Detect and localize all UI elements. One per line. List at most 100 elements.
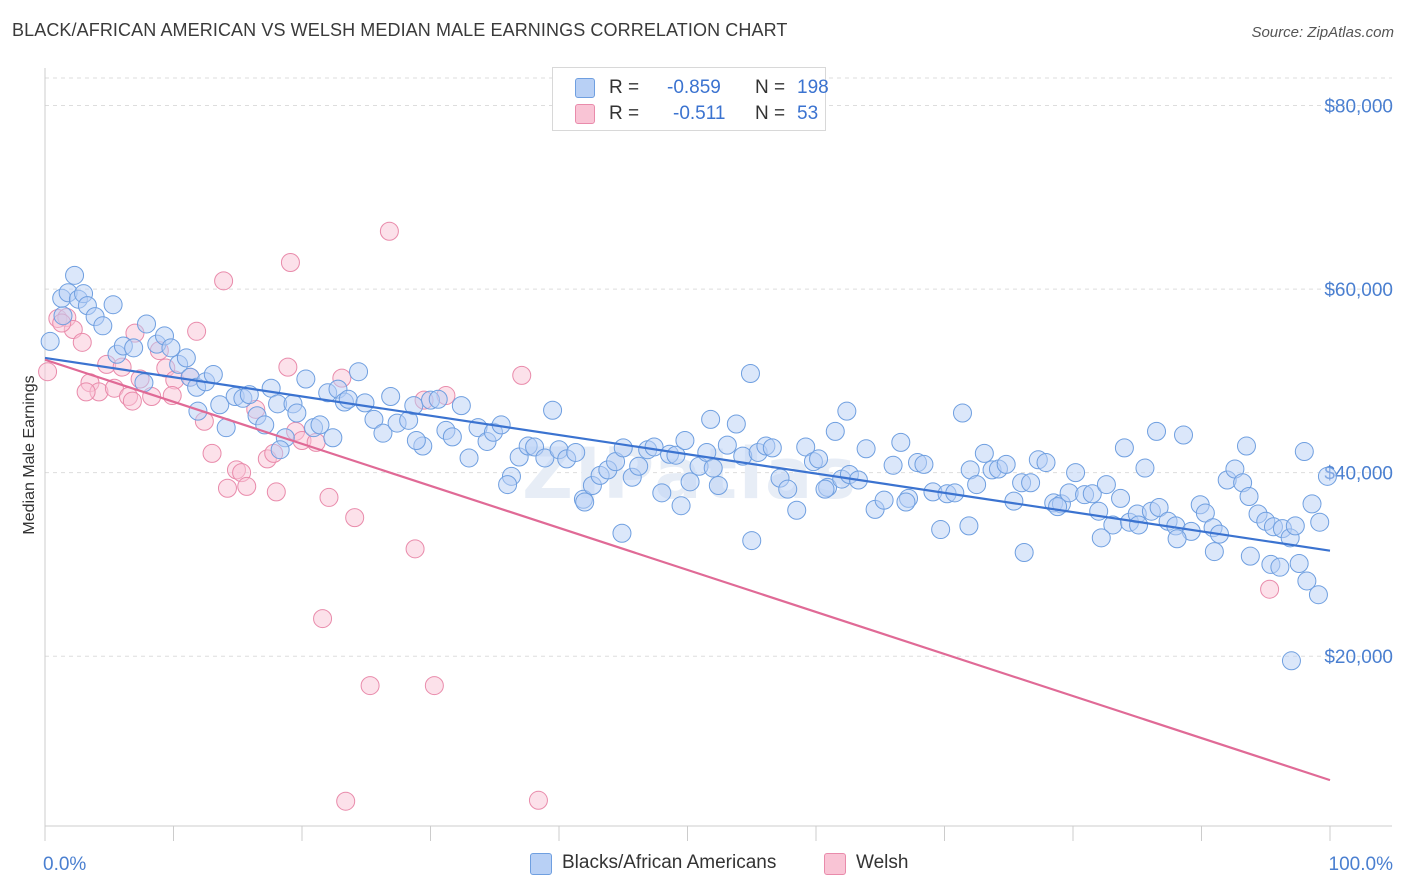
y-tick-label: $80,000 [1324, 97, 1393, 118]
bottom-swatch-black [530, 853, 552, 875]
black-point [1317, 466, 1337, 486]
welsh-point [405, 539, 425, 559]
welsh-point [278, 357, 298, 377]
trend-line-welsh [44, 358, 1331, 782]
bottom-swatch-welsh [824, 853, 846, 875]
black-point [373, 423, 393, 443]
chart-title: BLACK/AFRICAN AMERICAN VS WELSH MEDIAN M… [12, 20, 788, 40]
legend-r-label: R = [609, 77, 640, 98]
black-point [103, 295, 123, 315]
black-point [874, 490, 894, 510]
black-point [535, 448, 555, 468]
gridlines [45, 77, 1392, 657]
y-tick-label: $60,000 [1324, 280, 1393, 301]
bottom-legend-label: Blacks/African Americans [562, 852, 777, 873]
welsh-point [217, 478, 237, 498]
black-point [210, 395, 230, 415]
welsh-point [214, 271, 234, 291]
trend-lines [44, 356, 1331, 782]
black-point [1135, 458, 1155, 478]
welsh-point [1260, 579, 1280, 599]
black-point [613, 438, 633, 458]
welsh-point [122, 391, 142, 411]
black-point [891, 432, 911, 452]
black-point [349, 362, 369, 382]
legend-r-label: R = [609, 103, 640, 124]
black-point [762, 438, 782, 458]
black-point [1129, 515, 1149, 535]
x-tick-label-max: 100.0% [1329, 854, 1394, 875]
welsh-point [76, 382, 96, 402]
black-point [287, 403, 307, 423]
legend-n-label: N = [755, 77, 786, 98]
black-point [498, 475, 518, 495]
black-point [914, 454, 934, 474]
black-point [931, 520, 951, 540]
welsh-point [237, 476, 257, 496]
y-tick-labels: $20,000 $40,000 $60,000 $80,000 [1324, 97, 1393, 669]
black-point [1310, 512, 1330, 532]
welsh-point [424, 676, 444, 696]
black-point [1082, 484, 1102, 504]
legend-r-value: -0.511 [673, 103, 726, 124]
black-point [310, 415, 330, 435]
black-point [717, 435, 737, 455]
black-point [1096, 475, 1116, 495]
black-point [742, 531, 762, 551]
black-point [680, 472, 700, 492]
black-point [778, 479, 798, 499]
black-point [675, 431, 695, 451]
y-axis-title: Median Male Earnings [21, 375, 38, 534]
source-label: Source: ZipAtlas.com [1251, 24, 1394, 41]
black-point [701, 409, 721, 429]
black-point [323, 428, 343, 448]
black-point [825, 421, 845, 441]
y-tick-label: $20,000 [1324, 647, 1393, 668]
welsh-point [313, 609, 333, 629]
welsh-point [72, 332, 92, 352]
black-point [124, 338, 144, 358]
black-point [703, 458, 723, 478]
black-point [708, 475, 728, 495]
black-point [1111, 488, 1131, 508]
black-point [40, 331, 60, 351]
black-point [883, 455, 903, 475]
legend-n-value: 198 [797, 77, 829, 98]
welsh-point [528, 790, 548, 810]
black-point [652, 483, 672, 503]
black-point [1289, 554, 1309, 574]
black-point [996, 454, 1016, 474]
black-point [65, 265, 85, 285]
welsh-point [165, 370, 185, 390]
black-point [1114, 438, 1134, 458]
black-point [1239, 487, 1259, 507]
black-point [1195, 503, 1215, 523]
welsh-point [379, 221, 399, 241]
black-point [451, 396, 471, 416]
welsh-point [280, 252, 300, 272]
black-point [459, 448, 479, 468]
black-point [1285, 516, 1305, 536]
welsh-point [38, 362, 58, 382]
black-point [1240, 546, 1260, 566]
black-point [428, 389, 448, 409]
black-point [959, 516, 979, 536]
black-point [952, 403, 972, 423]
black-point [442, 427, 462, 447]
black-point [1297, 571, 1317, 591]
black-point [1149, 498, 1169, 518]
black-point [1236, 436, 1256, 456]
welsh-point [187, 321, 207, 341]
black-point [381, 386, 401, 406]
black-point [203, 364, 223, 384]
black-point [671, 496, 691, 516]
black-point [188, 401, 208, 421]
legend-swatch-black [575, 78, 595, 98]
black-point [837, 401, 857, 421]
black-point [629, 456, 649, 476]
trend-line-black [44, 356, 1331, 552]
black-point [1091, 528, 1111, 548]
black-point [1004, 491, 1024, 511]
black-point [1066, 463, 1086, 483]
